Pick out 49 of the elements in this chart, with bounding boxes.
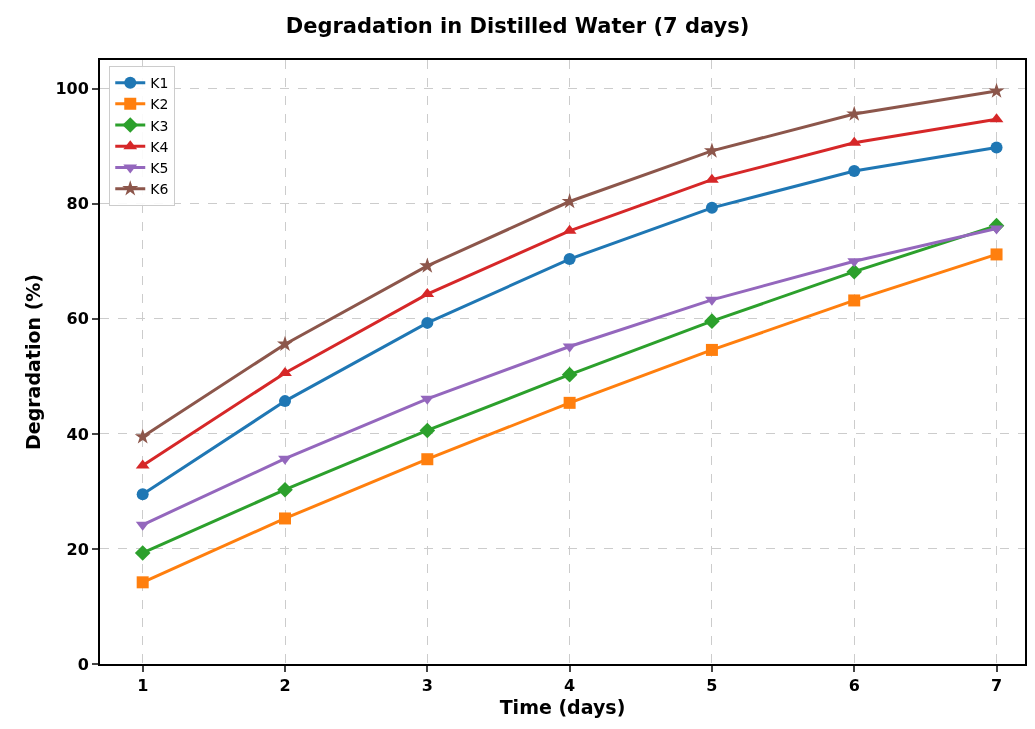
point [279,512,291,525]
point [846,105,863,121]
point [705,343,718,356]
point [134,428,151,444]
point [421,316,434,329]
legend-label: K2 [150,96,169,113]
point [136,576,149,589]
point [278,366,292,376]
y-tick-label: 20 [66,539,89,559]
legend-label: K5 [150,159,169,176]
y-tick-label: 0 [77,654,89,674]
x-tick-label: 6 [848,676,860,696]
point [419,257,436,273]
point [988,82,1005,98]
y-tick-label: 40 [66,424,89,444]
point [990,248,1003,261]
y-tick-label: 80 [66,194,89,214]
point [704,313,720,329]
y-tick-label: 60 [66,309,89,329]
point [278,455,292,465]
legend-label: K3 [150,117,169,134]
x-tick-label: 2 [279,676,291,696]
point [136,488,149,501]
point [421,453,434,466]
point [563,253,576,266]
point [848,165,861,178]
point [990,141,1003,154]
y-tick-label: 100 [55,79,89,99]
point [277,335,293,351]
point [848,294,861,307]
point [846,263,863,280]
x-tick-label: 5 [706,676,718,696]
legend-label: K4 [150,138,169,155]
chart-title: Degradation in Distilled Water (7 days) [285,13,750,38]
point [279,395,291,408]
y-axis-title: Degradation (%) [21,273,44,451]
legend-label: K6 [150,181,169,198]
point [277,481,293,498]
x-tick-label: 3 [421,676,433,696]
point [134,545,151,561]
point [563,396,576,409]
x-tick-label: 4 [564,676,576,696]
x-tick-label: 1 [137,676,149,696]
x-tick-label: 7 [990,676,1003,696]
legend-label: K1 [150,75,169,92]
point [705,201,718,214]
x-axis-title: Time (days) [499,695,626,718]
point [561,366,578,383]
point [419,422,436,439]
